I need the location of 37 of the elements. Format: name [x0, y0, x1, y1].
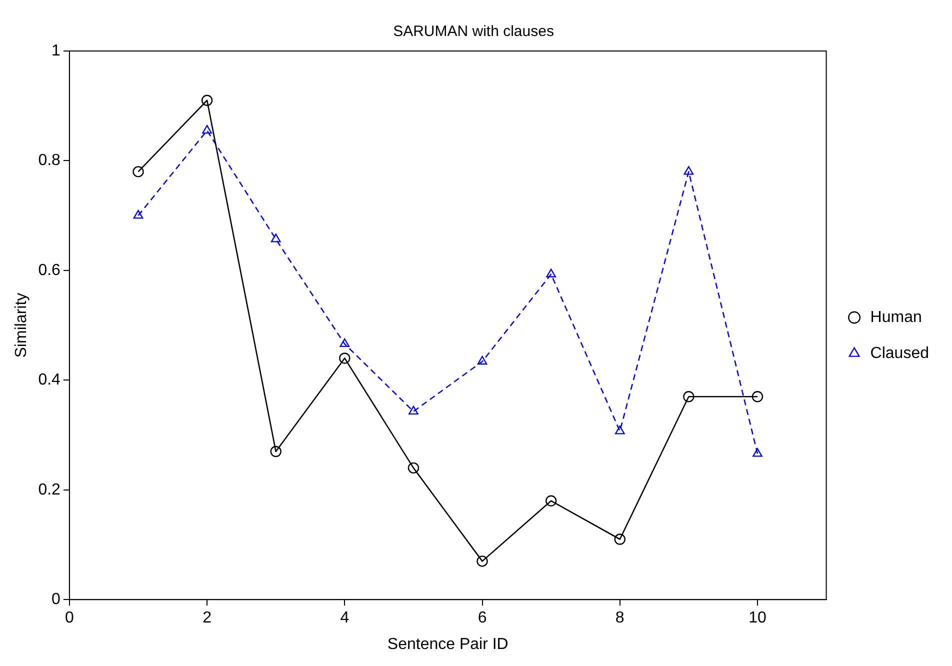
y-tick-label: 0.8 [38, 152, 61, 170]
x-axis-title: Sentence Pair ID [387, 636, 508, 653]
point [133, 210, 144, 219]
legend-label: Claused [870, 344, 929, 362]
point [684, 166, 694, 175]
point [408, 406, 418, 415]
x-tick-label: 2 [202, 610, 212, 627]
y-tick-label: 0.4 [38, 372, 61, 389]
point [614, 426, 625, 434]
x-tick-label: 0 [64, 610, 74, 627]
point [270, 446, 282, 458]
point [752, 448, 762, 457]
point [752, 391, 764, 402]
point [340, 338, 350, 348]
y-tick-label: 0.2 [38, 481, 61, 498]
x-tick-label: 8 [615, 610, 624, 627]
point [132, 166, 144, 178]
point [270, 234, 281, 242]
y-tick-label: 1 [52, 42, 61, 60]
y-tick-label: 0 [52, 591, 61, 608]
x-tick-label: 4 [340, 610, 350, 627]
x-tick-label: 6 [478, 610, 487, 627]
chart-title: SARUMAN with clauses [393, 23, 554, 40]
point [614, 534, 626, 545]
point [545, 495, 557, 506]
point [201, 94, 213, 106]
point [202, 124, 212, 134]
y-tick-label: 0.6 [38, 262, 61, 279]
point [683, 391, 694, 402]
point [477, 356, 488, 365]
point [546, 268, 556, 278]
point [476, 556, 488, 567]
legend-label: Human [870, 308, 922, 326]
point [339, 352, 350, 364]
x-tick-label: 10 [748, 610, 766, 627]
y-axis-title: Similarity [13, 292, 30, 358]
point [408, 462, 420, 474]
